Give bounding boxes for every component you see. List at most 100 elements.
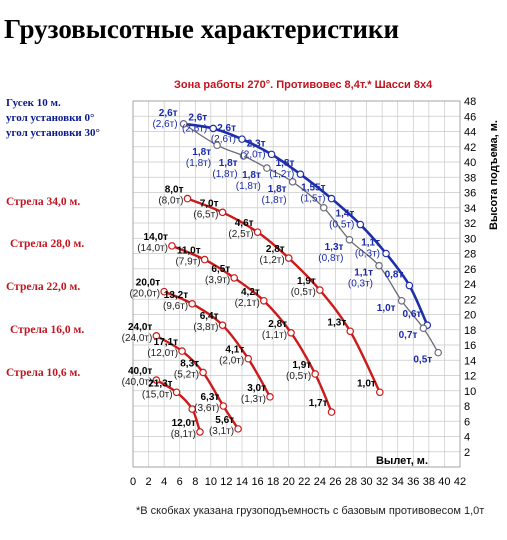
data-label-base: (1,3т): [241, 394, 266, 405]
data-label-base: (1,8т): [186, 158, 211, 169]
y-tick-label: 34: [464, 203, 476, 215]
data-point-marker: [179, 120, 188, 128]
data-point-marker: [168, 242, 176, 250]
data-point-marker: [218, 208, 227, 217]
x-tick-label: 34: [392, 476, 404, 488]
data-label: 2,6т: [217, 123, 236, 134]
x-tick-label: 14: [236, 476, 248, 488]
y-tick-label: 44: [464, 127, 476, 139]
x-tick-label: 40: [438, 476, 450, 488]
y-tick-label: 18: [464, 325, 476, 337]
data-label: 1,8т: [192, 147, 211, 158]
data-point-marker: [288, 178, 297, 186]
data-label-base: (20,0т): [129, 289, 160, 300]
data-label: 2,3т: [247, 138, 266, 149]
data-label-base: (2,6т): [152, 119, 177, 130]
data-label-base: (12,0т): [147, 348, 178, 359]
y-tick-label: 10: [464, 386, 476, 398]
data-label: 1,4т: [336, 209, 355, 220]
data-point-marker: [152, 376, 161, 384]
data-label: 1,3т: [327, 317, 346, 328]
data-label: 12,0т: [172, 418, 196, 429]
y-tick-label: 22: [464, 294, 476, 306]
footnote: *В скобках указана грузоподъемность с ба…: [136, 505, 485, 517]
data-label: 2,6т: [188, 112, 207, 123]
data-label: 20,0т: [136, 278, 160, 289]
data-label: 0,7т: [399, 330, 418, 341]
data-label-base: (2,0т): [219, 356, 244, 367]
data-label: 13,2т: [164, 290, 188, 301]
data-point-marker: [327, 408, 336, 416]
y-tick-label: 38: [464, 172, 476, 184]
y-tick-label: 26: [464, 264, 476, 276]
data-point-marker: [346, 327, 355, 336]
x-tick-label: 36: [407, 476, 419, 488]
data-label-base: (0,5т): [291, 287, 316, 298]
legend-boom-label: Стрела 28,0 м.: [10, 238, 84, 250]
y-tick-label: 40: [464, 157, 476, 169]
y-tick-label: 28: [464, 249, 476, 261]
data-label-base: (3,6т): [194, 403, 219, 414]
data-label-base: (2,6т): [211, 134, 236, 145]
data-label: 40,0т: [128, 366, 152, 377]
data-point-marker: [263, 164, 271, 172]
page-title: Грузовысотные характеристики: [4, 14, 400, 44]
x-tick-label: 18: [267, 476, 279, 488]
data-point-marker: [434, 348, 443, 357]
data-label: 4,2т: [241, 287, 260, 298]
data-label: 5,6т: [215, 415, 234, 426]
data-label: 1,8т: [276, 158, 295, 169]
data-label: 2,8т: [266, 244, 285, 255]
data-label-base: (24,0т): [122, 333, 153, 344]
y-axis-label: Высота подъема, м.: [488, 120, 500, 230]
data-label: 6,4т: [200, 311, 219, 322]
y-tick-label: 42: [464, 142, 476, 154]
y-tick-label: 32: [464, 218, 476, 230]
x-tick-label: 10: [205, 476, 217, 488]
data-label: 0,8т: [385, 270, 404, 281]
x-tick-label: 32: [376, 476, 388, 488]
data-point-marker: [188, 300, 196, 308]
series-line: [182, 122, 429, 327]
data-label: 1,9т: [292, 360, 311, 371]
data-label: 0,5т: [413, 355, 432, 366]
data-point-marker: [213, 141, 221, 150]
x-tick-label: 8: [192, 476, 198, 488]
x-tick-label: 26: [329, 476, 341, 488]
y-tick-label: 4: [464, 432, 470, 444]
data-label-base: (5,2т): [174, 369, 199, 380]
data-label-base: (1,1т): [262, 330, 287, 341]
data-label-base: (2,5т): [228, 229, 253, 240]
x-tick-label: 20: [283, 476, 295, 488]
x-tick-label: 22: [298, 476, 310, 488]
data-point-marker: [345, 235, 354, 244]
x-tick-label: 12: [220, 476, 232, 488]
y-tick-label: 14: [464, 355, 476, 367]
data-label: 1,3т: [325, 242, 344, 253]
legend-boom-label: Стрела 16,0 м.: [10, 324, 84, 336]
data-label: 3,0т: [247, 383, 266, 394]
data-label-base: (15,0т): [142, 389, 173, 400]
data-point-marker: [382, 249, 390, 258]
data-label-base: (0,3т): [355, 249, 380, 260]
data-point-marker: [183, 194, 192, 203]
data-label-base: (7,9т): [175, 257, 200, 268]
chart-subtitle: Зона работы 270°. Противовес 8,4т.* Шасс…: [174, 79, 433, 91]
data-label-base: (2,1т): [235, 298, 260, 309]
data-point-marker: [172, 388, 181, 397]
chart-axes: 0 2 4 6 8 10 12 14 16 18 20 22 24 26 28 30 32 34 36 38 40 422…: [130, 96, 500, 488]
y-tick-label: 8: [464, 401, 470, 413]
x-tick-label: 0: [130, 476, 136, 488]
y-tick-label: 46: [464, 111, 476, 123]
data-point-marker: [405, 281, 414, 290]
data-point-marker: [218, 321, 227, 329]
data-label-base: (1,2т): [260, 255, 285, 266]
data-point-marker: [356, 220, 365, 229]
data-label-base: (2,6т): [182, 123, 207, 134]
data-point-marker: [319, 203, 328, 212]
data-point-marker: [375, 261, 383, 270]
data-label: 11,0т: [177, 246, 201, 257]
data-point-marker: [196, 428, 204, 436]
data-point-marker: [219, 402, 228, 410]
y-tick-label: 30: [464, 233, 476, 245]
